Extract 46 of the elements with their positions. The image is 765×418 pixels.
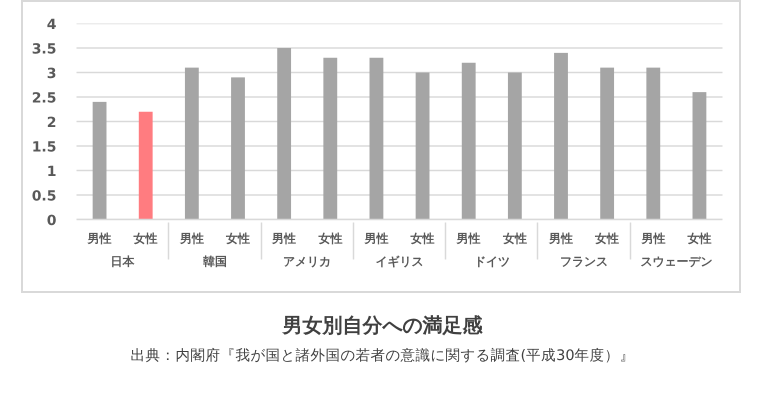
x-tick-label: フランス bbox=[560, 254, 608, 268]
y-tick-label: 4 bbox=[46, 17, 57, 33]
bar bbox=[277, 48, 292, 220]
bar bbox=[416, 72, 430, 220]
bar bbox=[138, 112, 153, 220]
text: 女性 bbox=[318, 232, 342, 246]
y-tick-label: 3 bbox=[46, 66, 57, 82]
bar bbox=[92, 102, 106, 220]
text: 男性 bbox=[549, 232, 573, 246]
y-tick-label: 2 bbox=[46, 115, 57, 131]
y-tick-label: 2.5 bbox=[32, 90, 57, 106]
bar bbox=[370, 58, 384, 220]
source-note: 出典：内閣府『我が国と諸外国の若者の意識に関する調査(平成30年度）』 bbox=[130, 346, 635, 366]
bar bbox=[646, 68, 660, 220]
x-tick-label: ドイツ bbox=[474, 254, 510, 268]
y-tick-label: 0 bbox=[46, 213, 57, 229]
bar bbox=[462, 62, 476, 220]
bar bbox=[231, 77, 245, 220]
x-tick-label: アメリカ bbox=[283, 254, 332, 268]
bar bbox=[323, 58, 338, 220]
x-tick-label: スウェーデン bbox=[640, 254, 712, 268]
bar bbox=[554, 52, 568, 220]
series-label: 女性 bbox=[410, 232, 435, 246]
text: 女性 bbox=[134, 232, 158, 246]
x-tick-label: 日本 bbox=[110, 254, 136, 268]
text: 女性 bbox=[226, 232, 250, 246]
text: 女性 bbox=[595, 232, 620, 246]
bar bbox=[508, 72, 522, 220]
text: 男性 bbox=[180, 232, 204, 246]
x-tick-label: イギリス bbox=[376, 254, 424, 268]
bar bbox=[184, 68, 199, 220]
text: 女性 bbox=[502, 232, 527, 246]
text: 男性 bbox=[272, 232, 296, 246]
y-tick-label: 3.5 bbox=[32, 42, 57, 58]
text: 男性 bbox=[456, 232, 481, 246]
bar bbox=[692, 92, 706, 220]
text: 男性 bbox=[364, 232, 388, 246]
y-tick-label: 1 bbox=[46, 164, 57, 180]
text: 男性 bbox=[641, 232, 666, 246]
bar bbox=[600, 68, 614, 220]
text: 女性 bbox=[687, 232, 712, 246]
y-tick-label: 1.5 bbox=[32, 140, 57, 156]
x-tick-label: 韓国 bbox=[202, 254, 227, 268]
y-tick-label: 0.5 bbox=[32, 188, 57, 204]
series-label: 男性 bbox=[86, 232, 112, 246]
text: 男女別自分への満足感 bbox=[282, 312, 482, 339]
